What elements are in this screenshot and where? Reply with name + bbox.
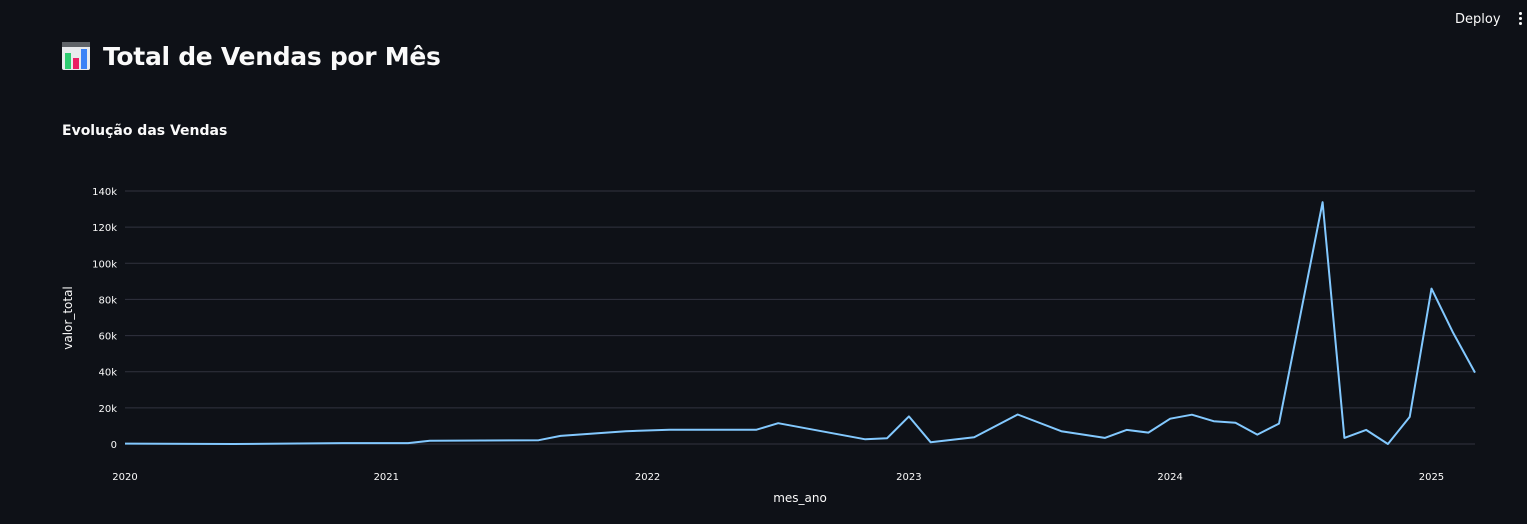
y-axis-ticks: 0 20k 40k 60k 80k 100k 120k 140k	[92, 187, 117, 451]
data-point[interactable]	[1143, 428, 1153, 438]
data-point[interactable]	[1318, 197, 1328, 207]
data-point[interactable]	[120, 439, 130, 449]
x-tick-label: 2022	[635, 472, 660, 483]
data-point[interactable]	[1013, 410, 1023, 420]
data-point[interactable]	[904, 411, 914, 421]
data-point[interactable]	[534, 435, 544, 445]
y-tick-label: 40k	[98, 368, 117, 379]
data-point[interactable]	[860, 434, 870, 444]
data-point[interactable]	[1405, 412, 1415, 422]
page-title: Total de Vendas por Mês	[103, 41, 441, 71]
y-tick-label: 120k	[92, 223, 117, 234]
data-point[interactable]	[1165, 414, 1175, 424]
y-tick-label: 100k	[92, 259, 117, 270]
grid-layer	[125, 190, 1475, 445]
series-layer	[120, 197, 1480, 449]
kebab-dot	[1518, 22, 1522, 25]
data-point[interactable]	[1122, 425, 1132, 435]
bar-chart-icon	[62, 42, 90, 70]
y-axis-title: valor_total	[61, 286, 75, 350]
data-point[interactable]	[926, 437, 936, 447]
data-point[interactable]	[773, 418, 783, 428]
y-tick-label: 140k	[92, 187, 117, 198]
y-tick-label: 80k	[98, 295, 117, 306]
data-point[interactable]	[1361, 425, 1371, 435]
data-point[interactable]	[664, 425, 674, 435]
data-point[interactable]	[1470, 368, 1480, 378]
data-point[interactable]	[1448, 328, 1458, 338]
x-tick-label: 2021	[374, 472, 399, 483]
series-line[interactable]	[124, 201, 1476, 445]
data-point[interactable]	[403, 438, 413, 448]
data-point[interactable]	[1187, 410, 1197, 420]
page-header: Total de Vendas por Mês	[61, 38, 441, 74]
kebab-dot	[1518, 17, 1522, 20]
data-point[interactable]	[969, 432, 979, 442]
kebab-dot	[1518, 12, 1522, 15]
x-tick-label: 2025	[1419, 472, 1444, 483]
data-point[interactable]	[229, 439, 239, 449]
data-point[interactable]	[1209, 416, 1219, 426]
top-toolbar: Deploy	[0, 0, 1527, 40]
data-point[interactable]	[1274, 419, 1284, 429]
data-point[interactable]	[555, 431, 565, 441]
y-tick-label: 20k	[98, 404, 117, 415]
x-tick-label: 2023	[896, 472, 921, 483]
data-point[interactable]	[1100, 433, 1110, 443]
y-tick-label: 60k	[98, 332, 117, 343]
y-tick-label: 0	[111, 440, 117, 451]
data-point[interactable]	[621, 426, 631, 436]
data-point[interactable]	[338, 438, 348, 448]
x-axis-ticks: 2020 2021 2022 2023 2024 2025	[112, 472, 1444, 483]
data-point[interactable]	[1056, 426, 1066, 436]
data-point[interactable]	[751, 425, 761, 435]
data-point[interactable]	[882, 433, 892, 443]
data-point[interactable]	[1426, 284, 1436, 294]
data-point[interactable]	[1383, 439, 1393, 449]
x-tick-label: 2020	[112, 472, 137, 483]
data-point[interactable]	[1252, 430, 1262, 440]
data-point[interactable]	[425, 436, 435, 446]
data-point[interactable]	[1339, 433, 1349, 443]
x-axis-title: mes_ano	[773, 491, 827, 505]
data-point[interactable]	[1230, 418, 1240, 428]
chart-subheader: Evolução das Vendas	[62, 123, 228, 139]
deploy-button[interactable]: Deploy	[1446, 9, 1510, 31]
main-menu-kebab-icon[interactable]	[1515, 10, 1525, 30]
x-tick-label: 2024	[1157, 472, 1182, 483]
